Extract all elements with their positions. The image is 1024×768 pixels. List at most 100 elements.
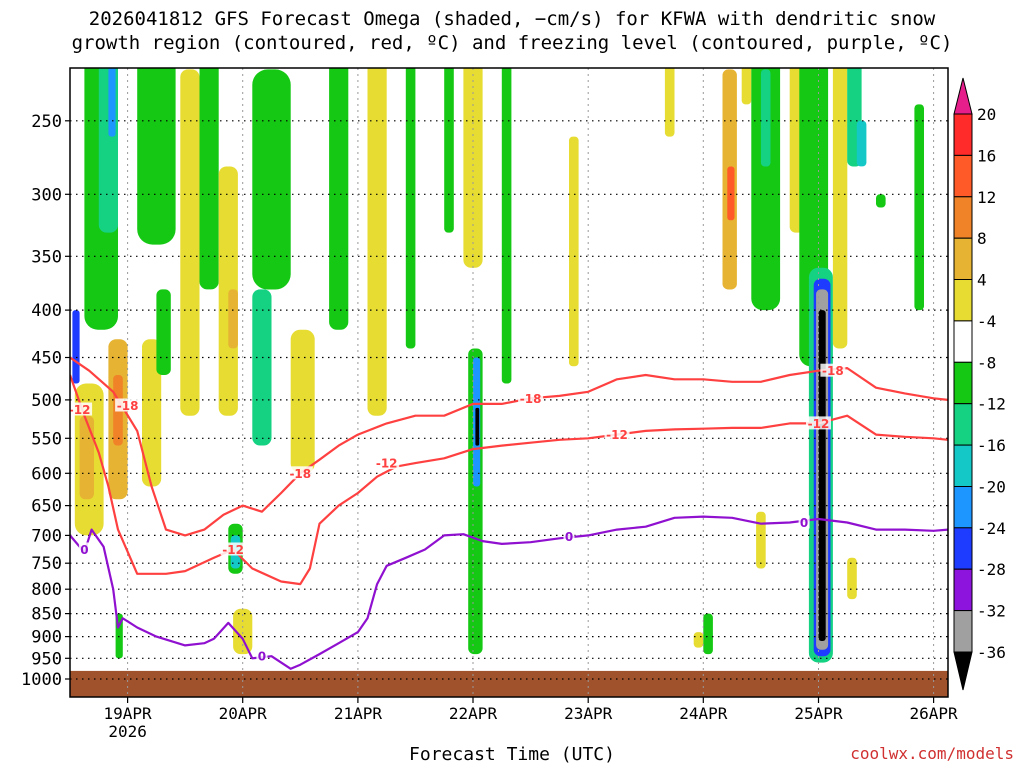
contour-label-4: -12 bbox=[376, 457, 398, 471]
chart-title-line-1: 2026041812 GFS Forecast Omega (shaded, −… bbox=[88, 8, 936, 30]
colorbar-box-10 bbox=[953, 527, 973, 570]
contour-label-2: -18 bbox=[289, 467, 311, 481]
x-tick-label-19APR: 19APR bbox=[104, 704, 153, 723]
contour-label-bg-8 bbox=[806, 416, 831, 430]
colorbar-box-2 bbox=[953, 196, 973, 239]
omega-shade-38 bbox=[751, 68, 781, 311]
contour-label-bg-10 bbox=[256, 649, 268, 663]
colorbar-box-4 bbox=[953, 279, 973, 322]
contour-label-bg-3 bbox=[220, 542, 246, 556]
y-tick-label-1000: 1000 bbox=[21, 670, 62, 690]
omega-shade-34 bbox=[703, 613, 713, 655]
y-tick-label-450: 450 bbox=[31, 349, 62, 369]
contour-label-bg-4 bbox=[374, 456, 400, 470]
contour-0 bbox=[70, 356, 948, 537]
y-tick-label-400: 400 bbox=[31, 301, 62, 321]
colorbar-label-6: -8 bbox=[977, 353, 996, 372]
source-credit: coolwx.com/models bbox=[850, 744, 1014, 763]
contour-label-bg-12 bbox=[798, 515, 810, 529]
omega-shade-2 bbox=[79, 415, 94, 500]
omega-shade-47 bbox=[832, 68, 848, 349]
contour-label-bg-0 bbox=[115, 398, 141, 412]
omega-shade-18 bbox=[233, 608, 253, 655]
colorbar-label-3: 8 bbox=[977, 229, 987, 248]
colorbar-box-5 bbox=[953, 320, 973, 363]
omega-shade-26 bbox=[463, 68, 483, 268]
omega-shade-30 bbox=[501, 68, 512, 384]
y-tick-label-500: 500 bbox=[31, 391, 62, 411]
y-tick-label-350: 350 bbox=[31, 247, 62, 267]
omega-shade-51 bbox=[876, 194, 886, 208]
x-axis-label: Forecast Time (UTC) bbox=[409, 744, 615, 765]
omega-shade-32 bbox=[664, 68, 675, 137]
y-tick-label-900: 900 bbox=[31, 628, 62, 648]
colorbar-box-6 bbox=[953, 361, 973, 405]
x-tick-label-26APR: 26APR bbox=[910, 704, 959, 723]
colorbar-box-8 bbox=[953, 444, 973, 488]
omega-shade-0 bbox=[72, 310, 80, 384]
contour-label-bg-7 bbox=[820, 363, 846, 377]
y-tick-label-300: 300 bbox=[31, 185, 62, 205]
omega-shade-22 bbox=[329, 68, 349, 330]
colorbar-label-11: -28 bbox=[977, 560, 1006, 579]
x-tick-label-21APR: 21APR bbox=[334, 704, 383, 723]
colorbar-label-7: -12 bbox=[977, 395, 1006, 414]
contour-label-0: -18 bbox=[117, 399, 139, 413]
omega-shade-21 bbox=[290, 329, 315, 474]
contour-label-9: 0 bbox=[80, 543, 88, 557]
x-tick-label-22APR: 22APR bbox=[449, 704, 498, 723]
colorbar-label-1: 16 bbox=[977, 146, 996, 165]
omega-shade-50 bbox=[847, 557, 857, 600]
omega-shade-40 bbox=[756, 511, 766, 569]
colorbar-box-7 bbox=[953, 403, 973, 446]
omega-shade-31 bbox=[569, 136, 579, 367]
y-tick-label-750: 750 bbox=[31, 554, 62, 574]
omega-shade-33 bbox=[693, 632, 704, 648]
omega-shade-36 bbox=[727, 166, 735, 221]
contour-label-3: -12 bbox=[222, 543, 244, 557]
plot-area: -18 -12 -18 -12 -12 -18 -12 -18 -12 0 0 0 0 bbox=[70, 68, 948, 697]
x-tick-label-20APR: 20APR bbox=[219, 704, 268, 723]
y-tick-label-800: 800 bbox=[31, 580, 62, 600]
colorbar-label-9: -20 bbox=[977, 478, 1006, 497]
contour-label-bg-11 bbox=[563, 529, 575, 543]
colorbar-label-0: 20 bbox=[977, 105, 996, 124]
colorbar-box-11 bbox=[953, 568, 973, 612]
omega-shade-39 bbox=[760, 69, 771, 167]
contour-label-10: 0 bbox=[258, 650, 266, 664]
y-tick-label-550: 550 bbox=[31, 429, 62, 449]
x-tick-sublabel-19APR: 2026 bbox=[108, 722, 147, 741]
omega-shade-20 bbox=[252, 69, 291, 290]
contour-label-bg-2 bbox=[287, 466, 313, 480]
contour-label-7: -18 bbox=[822, 364, 844, 378]
x-tick-label-24APR: 24APR bbox=[679, 704, 728, 723]
omega-shade-23 bbox=[367, 68, 387, 416]
colorbar-label-13: -36 bbox=[977, 643, 1006, 662]
colorbar-top-cap bbox=[953, 77, 973, 115]
contour-label-11: 0 bbox=[565, 530, 573, 544]
omega-shade-25 bbox=[444, 68, 454, 233]
contour-1 bbox=[70, 374, 948, 586]
colorbar-label-10: -24 bbox=[977, 519, 1006, 538]
contour-label-8: -12 bbox=[808, 417, 830, 431]
colorbar-label-4: 4 bbox=[977, 271, 987, 290]
omega-shade-11 bbox=[156, 289, 171, 375]
colorbar-box-9 bbox=[953, 486, 973, 529]
colorbar-label-8: -16 bbox=[977, 436, 1006, 455]
omega-shade-12 bbox=[180, 69, 200, 416]
omega-shade-46 bbox=[818, 310, 826, 641]
omega-shade-29 bbox=[475, 407, 480, 446]
omega-shade-19 bbox=[252, 289, 272, 446]
contour-label-bg-9 bbox=[78, 542, 90, 556]
omega-shade-37 bbox=[741, 68, 752, 105]
omega-shade-14 bbox=[218, 166, 238, 416]
contour-label-6: -12 bbox=[606, 428, 628, 442]
terrain-fill bbox=[70, 670, 948, 697]
chart-title-line-2: growth region (contoured, red, ºC) and f… bbox=[71, 32, 953, 54]
colorbar-label-5: -4 bbox=[977, 312, 996, 331]
y-tick-label-700: 700 bbox=[31, 526, 62, 546]
colorbar-bottom-cap bbox=[953, 651, 973, 691]
y-tick-label-950: 950 bbox=[31, 649, 62, 669]
colorbar-box-1 bbox=[953, 154, 973, 198]
colorbar-box-0 bbox=[953, 113, 973, 156]
